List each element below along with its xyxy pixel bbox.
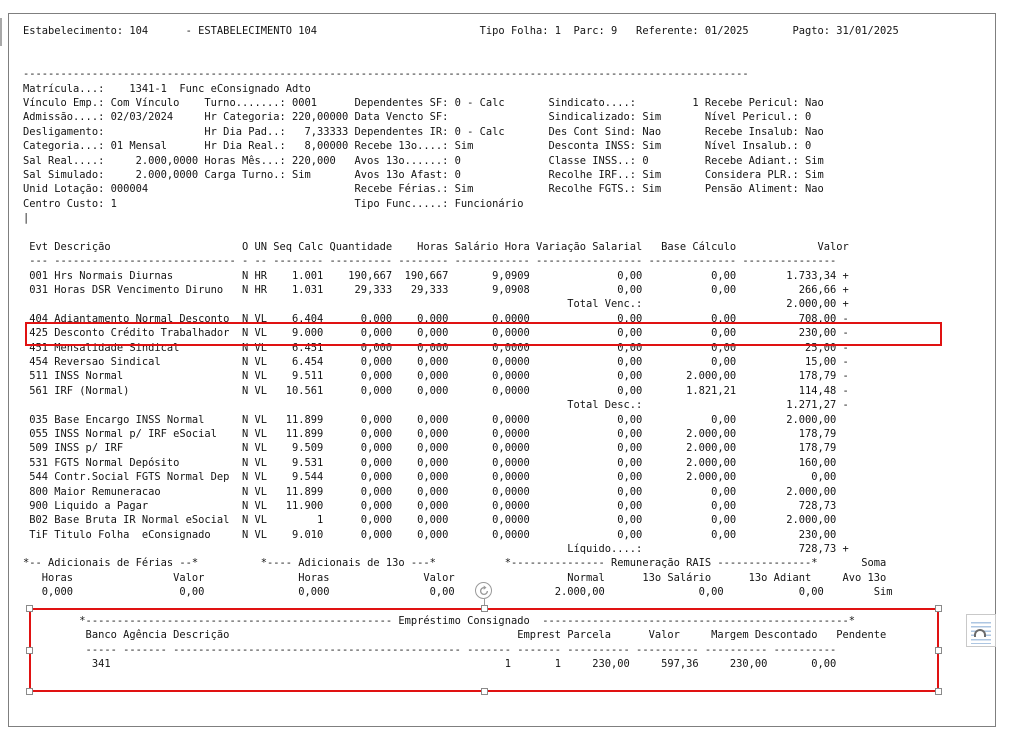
report-line-10: Sal Simulado: 2.000,0000 Carga Turno.: S… — [23, 168, 824, 181]
report-line-9: Sal Real....: 2.000,0000 Horas Mês...: 2… — [23, 154, 824, 167]
report-line-20: 404 Adiantamento Normal Desconto N VL 6.… — [23, 312, 849, 325]
report-line-7: Desligamento: Hr Dia Pad..: 7,33333 Depe… — [23, 125, 824, 138]
report-line-2 — [23, 53, 899, 67]
selection-handle-sw[interactable] — [26, 688, 33, 695]
selection-handle-ne[interactable] — [935, 605, 942, 612]
report-line-13: | — [23, 212, 30, 225]
report-line-16: --- ----------------------------- - -- -… — [23, 255, 837, 268]
report-line-5: Vínculo Emp.: Com Vínculo Turno.......: … — [23, 96, 824, 109]
report-line-17: 001 Hrs Normais Diurnas N HR 1.001 190,6… — [23, 269, 849, 282]
report-line-44: 341 1 1 230,00 597,36 230,00 0,00 — [23, 658, 837, 671]
report-line-33: 900 Liquido a Pagar N VL 11.900 0,000 0,… — [23, 499, 837, 512]
report-line-4: Matrícula...: 1341-1 Func eConsignado Ad… — [23, 82, 311, 95]
report-line-0: Estabelecimento: 104 - ESTABELECIMENTO 1… — [23, 25, 899, 37]
text-anchor-tool-button[interactable] — [966, 614, 996, 647]
selection-handle-e[interactable] — [935, 647, 942, 654]
report-line-21: 425 Desconto Crédito Trabalhador N VL 9.… — [23, 327, 849, 340]
report-line-3: ----------------------------------------… — [23, 68, 749, 81]
report-line-1 — [23, 38, 899, 52]
report-line-31: 544 Contr.Social FGTS Normal Dep N VL 9.… — [23, 471, 837, 484]
report-line-32: 800 Maior Remuneracao N VL 11.899 0,000 … — [23, 485, 837, 498]
report-line-41: *---------------------------------------… — [23, 615, 856, 628]
report-line-37: *-- Adicionais de Férias --* *---- Adici… — [23, 557, 887, 570]
report-line-43: ----- ------- --------------------------… — [23, 643, 837, 656]
selection-handle-n[interactable] — [481, 605, 488, 612]
report-line-35: TiF Titulo Folha eConsignado N VL 9.010 … — [23, 528, 837, 541]
selection-handle-se[interactable] — [935, 688, 942, 695]
arc-glyph — [974, 628, 986, 637]
report-line-28: 055 INSS Normal p/ IRF eSocial N VL 11.8… — [23, 427, 837, 440]
report-line-38: Horas Valor Horas Valor Normal 13o Salár… — [23, 571, 887, 584]
selection-handle-s[interactable] — [481, 688, 488, 695]
report-line-15: Evt Descrição O UN Seq Calc Quantidade H… — [23, 240, 849, 253]
text-lines-arc-icon — [971, 621, 991, 644]
report-line-34: B02 Base Bruta IR Normal eSocial N VL 1 … — [23, 514, 837, 527]
report-line-12: Centro Custo: 1 Tipo Func.....: Funcioná… — [23, 197, 524, 210]
annotation-highlight-row-425[interactable] — [25, 322, 942, 346]
report-line-19: Total Venc.: 2.000,00 + — [23, 298, 849, 311]
report-line-30: 531 FGTS Normal Depósito N VL 9.531 0,00… — [23, 456, 837, 469]
report-frame: Estabelecimento: 104 - ESTABELECIMENTO 1… — [8, 13, 996, 727]
report-line-8: Categoria...: 01 Mensal Hr Dia Real.: 8,… — [23, 140, 812, 153]
report-line-36: Líquido....: 728,73 + — [23, 543, 849, 556]
report-line-18: 031 Horas DSR Vencimento Diruno N HR 1.0… — [23, 284, 849, 297]
report-line-29: 509 INSS p/ IRF N VL 9.509 0,000 0,000 0… — [23, 442, 837, 455]
rotate-arrow-icon — [479, 584, 488, 595]
report-line-24: 511 INSS Normal N VL 9.511 0,000 0,000 0… — [23, 370, 849, 383]
report-line-25: 561 IRF (Normal) N VL 10.561 0,000 0,000… — [23, 384, 849, 397]
report-line-6: Admissão....: 02/03/2024 Hr Categoria: 2… — [23, 111, 812, 124]
payroll-report-text: Estabelecimento: 104 - ESTABELECIMENTO 1… — [23, 24, 899, 672]
report-line-23: 454 Reversao Sindical N VL 6.454 0,000 0… — [23, 355, 849, 368]
report-line-11: Unid Lotação: 000004 Recebe Férias.: Sim… — [23, 183, 824, 196]
rotation-handle-stem — [484, 599, 485, 609]
selection-handle-nw[interactable] — [26, 605, 33, 612]
report-line-42: Banco Agência Descrição Emprest Parcela … — [23, 629, 887, 642]
window-edge-artifact — [0, 18, 2, 46]
report-line-14 — [23, 225, 899, 239]
report-line-27: 035 Base Encargo INSS Normal N VL 11.899… — [23, 413, 837, 426]
rotation-handle-icon[interactable] — [475, 582, 492, 599]
selection-handle-w[interactable] — [26, 647, 33, 654]
report-line-26: Total Desc.: 1.271,27 - — [23, 399, 849, 412]
annotation-selection-emprestimo[interactable] — [26, 582, 942, 695]
report-line-39: 0,000 0,00 0,000 0,00 2.000,00 0,00 0,00… — [23, 586, 893, 599]
